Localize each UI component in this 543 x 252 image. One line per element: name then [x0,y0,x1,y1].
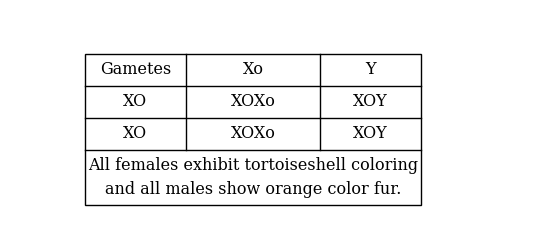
Text: XOXo: XOXo [231,93,275,110]
Text: Xo: Xo [243,61,263,78]
Bar [85,53,421,205]
Text: Y: Y [365,61,376,78]
Text: XOY: XOY [353,125,388,142]
Text: Gametes: Gametes [100,61,171,78]
Text: XOY: XOY [353,93,388,110]
Text: XO: XO [123,93,148,110]
Text: XO: XO [123,125,148,142]
Text: All females exhibit tortoiseshell coloring
and all males show orange color fur.: All females exhibit tortoiseshell colori… [88,157,418,198]
Text: XOXo: XOXo [231,125,275,142]
